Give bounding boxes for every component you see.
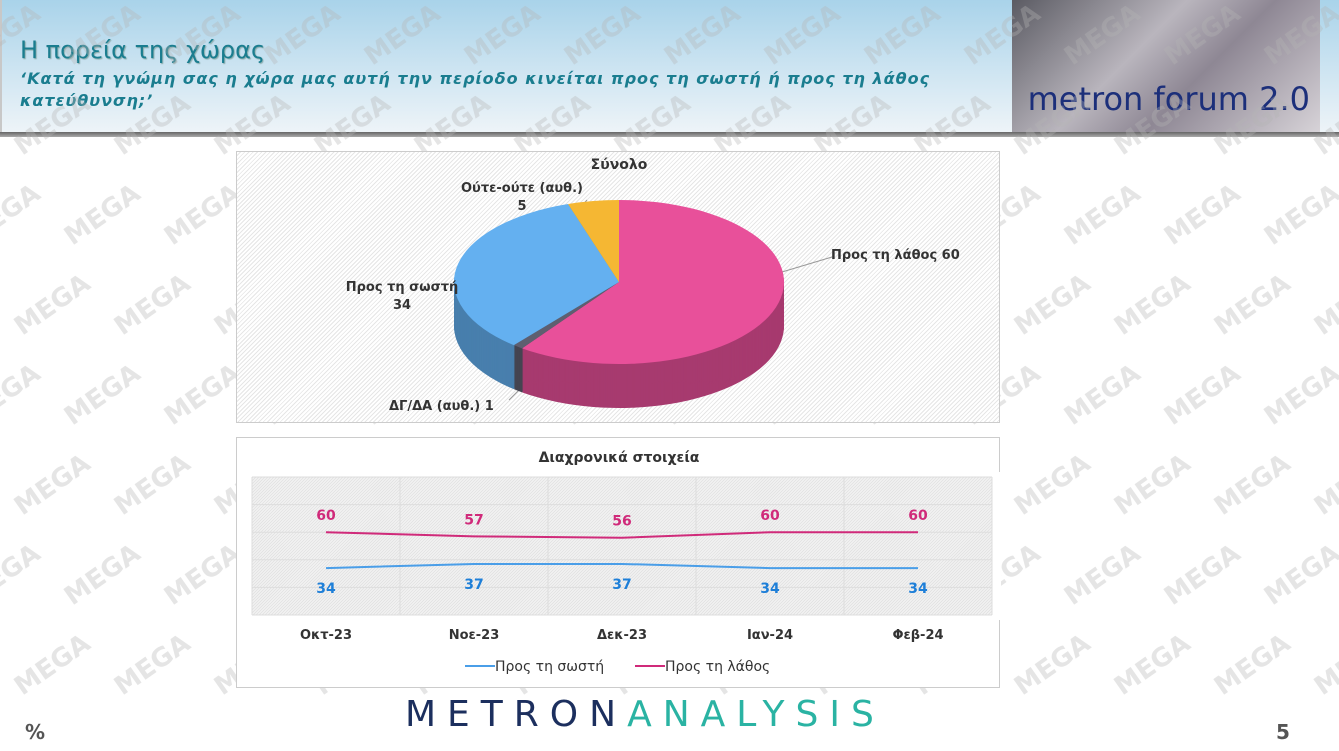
watermark: MEGA bbox=[1009, 448, 1097, 522]
pie-slice bbox=[522, 200, 785, 364]
pie-title: Σύνολο bbox=[590, 157, 648, 173]
watermark: MEGA bbox=[159, 358, 247, 432]
legend-label: Προς τη λάθος bbox=[665, 659, 770, 675]
watermark: MEGA bbox=[59, 358, 147, 432]
data-label: 34 bbox=[908, 581, 928, 597]
x-tick-label: Δεκ-23 bbox=[597, 628, 647, 643]
pie-label-dk: ΔΓ/ΔΑ (αυθ.) 1 bbox=[389, 399, 494, 414]
watermark: MEGA bbox=[1159, 358, 1247, 432]
data-label: 37 bbox=[612, 577, 631, 593]
watermark: MEGA bbox=[1259, 358, 1339, 432]
data-label: 34 bbox=[760, 581, 780, 597]
line-chart-panel: Διαχρονικά στοιχεία Οκτ-23 Νοε-23 Δεκ-23 Ια… bbox=[236, 437, 1001, 688]
watermark: MEGA bbox=[159, 178, 247, 252]
watermark: MEGA bbox=[1259, 178, 1339, 252]
pie-label-wrong: Προς τη λάθος 60 bbox=[831, 248, 960, 263]
watermark: MEGA bbox=[109, 268, 197, 342]
metron-analysis-logo: METRONANALYSIS bbox=[405, 694, 885, 735]
watermark: MEGA bbox=[0, 178, 47, 252]
series-line bbox=[325, 562, 918, 570]
pie-label-neither: Ούτε-ούτε (αυθ.) 5 bbox=[461, 181, 583, 214]
pie-label-right: Προς τη σωστή 34 bbox=[345, 280, 459, 313]
watermark: MEGA bbox=[1059, 178, 1147, 252]
x-tick-label: Φεβ-24 bbox=[892, 628, 943, 643]
watermark: MEGA bbox=[1309, 628, 1339, 702]
metron-forum-logo-image: metron forum 2.0 bbox=[1012, 0, 1320, 132]
watermark: MEGA bbox=[1209, 268, 1297, 342]
watermark: MEGA bbox=[9, 448, 97, 522]
watermark: MEGA bbox=[1059, 538, 1147, 612]
watermark: MEGA bbox=[1009, 628, 1097, 702]
watermark: MEGA bbox=[1009, 268, 1097, 342]
watermark: MEGA bbox=[9, 268, 97, 342]
watermark: MEGA bbox=[109, 448, 197, 522]
watermark: MEGA bbox=[9, 628, 97, 702]
series-line bbox=[325, 531, 918, 539]
pie-slice bbox=[513, 282, 619, 349]
watermark: MEGA bbox=[1159, 538, 1247, 612]
watermark: MEGA bbox=[159, 538, 247, 612]
brand-text: metron forum 2.0 bbox=[1027, 80, 1310, 118]
watermark: MEGA bbox=[1309, 268, 1339, 342]
watermark: MEGA bbox=[1159, 178, 1247, 252]
watermark: MEGA bbox=[1209, 448, 1297, 522]
x-tick-label: Οκτ-23 bbox=[300, 628, 352, 643]
line-chart: Οκτ-23 Νοε-23 Δεκ-23 Ιαν-24 Φεβ-24 34 37 37 34 34… bbox=[237, 472, 1001, 675]
legend-label: Προς τη σωστή bbox=[495, 659, 604, 675]
pie-chart-panel: Σύνολο Ούτε-ούτε (αυθ.) 5 Προς τη λάθος 6… bbox=[236, 151, 1000, 423]
data-label: 60 bbox=[760, 508, 780, 524]
watermark: MEGA bbox=[0, 538, 47, 612]
watermark: MEGA bbox=[59, 538, 147, 612]
watermark: MEGA bbox=[0, 358, 47, 432]
pie-slice bbox=[454, 204, 619, 346]
watermark: MEGA bbox=[1109, 448, 1197, 522]
x-tick-label: Ιαν-24 bbox=[747, 628, 793, 643]
watermark: MEGA bbox=[1259, 538, 1339, 612]
watermark: MEGA bbox=[59, 178, 147, 252]
page-subtitle: ‘Κατά τη γνώμη σας η χώρα μας αυτή την π… bbox=[20, 69, 931, 110]
header-divider bbox=[0, 132, 1339, 137]
data-label: 37 bbox=[464, 577, 483, 593]
data-label: 57 bbox=[464, 512, 483, 528]
pie-chart bbox=[454, 199, 833, 409]
watermark: MEGA bbox=[109, 628, 197, 702]
watermark: MEGA bbox=[1059, 358, 1147, 432]
data-label: 56 bbox=[612, 514, 631, 530]
watermark: MEGA bbox=[1209, 628, 1297, 702]
watermark: MEGA bbox=[1109, 268, 1197, 342]
pie-slice bbox=[568, 200, 619, 282]
data-label: 60 bbox=[908, 508, 928, 524]
line-title: Διαχρονικά στοιχεία bbox=[538, 450, 700, 466]
page-number: 5 bbox=[1276, 720, 1290, 744]
page-title: Η πορεία της χώρας bbox=[20, 36, 266, 64]
watermark: MEGA bbox=[1109, 628, 1197, 702]
watermark: MEGA bbox=[1309, 448, 1339, 522]
x-tick-label: Νοε-23 bbox=[449, 628, 500, 643]
data-label: 34 bbox=[316, 581, 336, 597]
data-label: 60 bbox=[316, 508, 336, 524]
unit-label: % bbox=[25, 720, 46, 744]
